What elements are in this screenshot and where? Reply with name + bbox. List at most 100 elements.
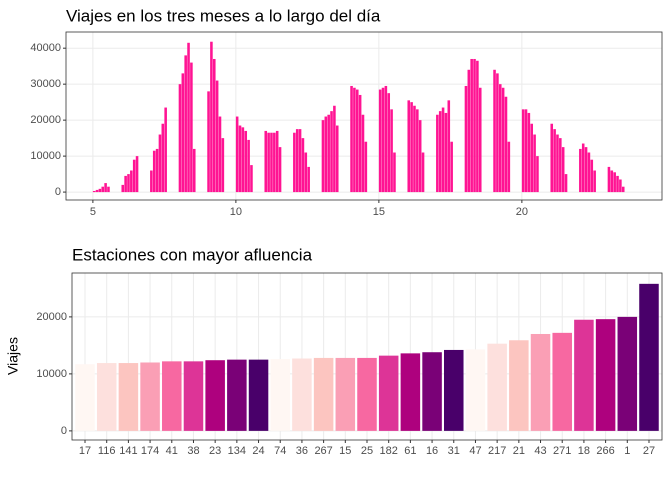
bar xyxy=(273,132,276,193)
bar xyxy=(241,127,245,193)
bar xyxy=(509,340,529,431)
bar xyxy=(378,355,399,431)
x-tick-label: 141 xyxy=(119,445,137,457)
bar xyxy=(155,148,159,193)
bar xyxy=(355,89,359,193)
bar xyxy=(613,172,616,193)
bar xyxy=(384,85,388,193)
y-tick-label: 20000 xyxy=(30,114,61,126)
bar xyxy=(421,152,425,193)
bar xyxy=(187,42,190,193)
bar xyxy=(162,361,182,431)
x-tick-label: 25 xyxy=(361,445,373,457)
bar xyxy=(581,143,585,193)
bar xyxy=(390,109,393,193)
x-tick-label: 217 xyxy=(488,445,506,457)
bar xyxy=(152,150,156,193)
bar xyxy=(387,93,391,193)
bar xyxy=(579,148,582,193)
bar xyxy=(476,60,479,193)
bar xyxy=(92,191,96,193)
bar xyxy=(292,358,312,431)
bar xyxy=(247,139,250,193)
bar xyxy=(400,353,421,431)
bar xyxy=(335,357,356,431)
bar xyxy=(607,166,611,193)
x-tick-label: 174 xyxy=(141,445,159,457)
x-tick-label: 21 xyxy=(513,445,525,457)
bar xyxy=(301,138,305,193)
bar xyxy=(307,166,310,193)
bar xyxy=(235,116,239,193)
bar xyxy=(536,156,539,193)
bar xyxy=(584,147,588,193)
bar xyxy=(553,129,556,193)
x-tick-label: 182 xyxy=(380,445,398,457)
x-tick-label: 10 xyxy=(230,206,242,218)
bar xyxy=(238,125,242,193)
bar xyxy=(135,156,139,193)
bar xyxy=(298,129,302,193)
bar xyxy=(132,159,136,193)
x-tick-label: 27 xyxy=(643,445,655,457)
x-tick-label: 23 xyxy=(209,445,221,457)
bar xyxy=(473,58,476,193)
x-tick-label: 43 xyxy=(534,445,546,457)
bar xyxy=(192,148,196,193)
bar xyxy=(227,359,247,431)
bar xyxy=(521,109,525,193)
bar xyxy=(450,141,453,193)
bar xyxy=(333,105,336,193)
x-tick-label: 31 xyxy=(448,445,460,457)
x-tick-label: 1 xyxy=(624,445,630,457)
panel-border xyxy=(65,31,663,201)
x-tick-label: 267 xyxy=(314,445,332,457)
bar xyxy=(470,58,473,193)
x-tick-label: 36 xyxy=(296,445,308,457)
bar xyxy=(215,80,219,193)
bar xyxy=(121,184,125,193)
bar xyxy=(619,179,622,193)
y-tick-label: 0 xyxy=(61,425,67,437)
bar xyxy=(496,73,499,193)
bar xyxy=(441,107,445,193)
x-tick-label: 20 xyxy=(516,206,528,218)
bar xyxy=(504,96,508,193)
bar xyxy=(418,120,422,193)
bar xyxy=(130,170,133,193)
bar xyxy=(438,111,442,193)
bar xyxy=(465,349,486,431)
bar xyxy=(264,130,268,193)
bar xyxy=(101,186,105,193)
bar xyxy=(610,170,614,193)
y-tick-label: 40000 xyxy=(30,42,61,54)
bar xyxy=(207,91,210,193)
bar xyxy=(407,100,411,193)
bar xyxy=(617,316,638,431)
bar xyxy=(210,41,213,193)
bar xyxy=(616,175,619,193)
bar xyxy=(244,130,248,193)
bar xyxy=(530,333,551,431)
bar xyxy=(590,159,594,193)
bar xyxy=(313,357,334,431)
bar xyxy=(140,362,160,431)
bar xyxy=(221,138,225,193)
bar xyxy=(393,152,396,193)
bar xyxy=(533,134,536,193)
x-tick-label: 24 xyxy=(252,445,264,457)
bar xyxy=(183,361,204,431)
bar xyxy=(270,132,273,193)
bar xyxy=(530,123,534,193)
bar xyxy=(350,85,353,193)
x-tick-label: 17 xyxy=(79,445,91,457)
bar xyxy=(321,120,325,193)
bar xyxy=(270,359,290,431)
bar xyxy=(324,116,328,193)
y-tick-label: 10000 xyxy=(30,150,61,162)
bar xyxy=(178,84,182,193)
bar xyxy=(118,363,139,431)
x-tick-label: 116 xyxy=(98,445,116,457)
bar xyxy=(561,147,565,193)
